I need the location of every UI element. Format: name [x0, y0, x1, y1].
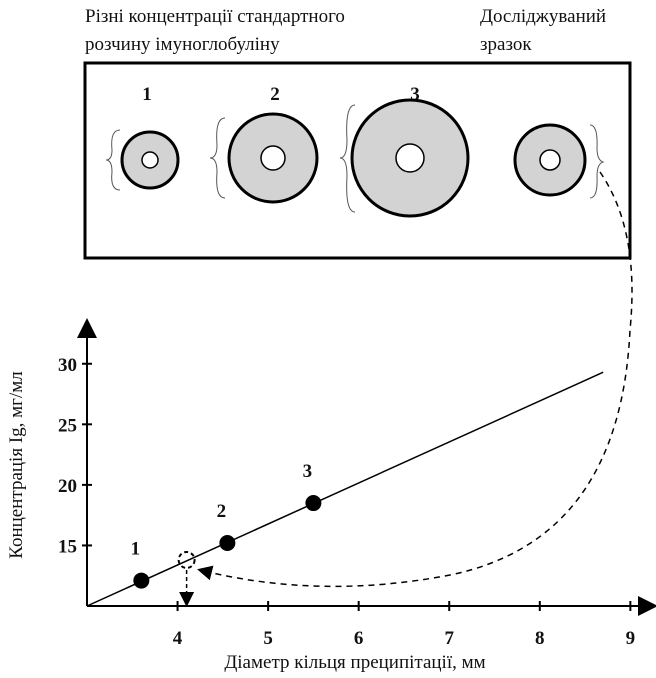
- standard-point: [133, 572, 150, 589]
- y-tick-label: 15: [58, 536, 77, 557]
- well-hole: [539, 149, 561, 171]
- x-tick-label: 7: [444, 628, 454, 649]
- y-tick-label: 25: [58, 415, 77, 436]
- standard-point: [305, 495, 322, 512]
- braces: [105, 104, 605, 213]
- x-tick-label: 5: [263, 628, 273, 649]
- y-tick-label: 20: [58, 476, 77, 497]
- sample-point: [177, 550, 196, 569]
- well-label: 2: [270, 84, 280, 105]
- x-tick-label: 9: [626, 628, 636, 649]
- y-axis-label: Концентрація Ig, мг/мл: [6, 371, 27, 559]
- brace: [105, 129, 121, 191]
- brace: [209, 117, 226, 199]
- plate: [83, 61, 632, 260]
- transfer-arrow: [197, 171, 633, 588]
- y-tick-label: 30: [58, 355, 77, 376]
- header-left-line: Різні концентрації стандартного: [85, 6, 345, 27]
- point-label: 1: [131, 539, 141, 560]
- wells: [120, 98, 587, 218]
- header-left-line: розчину імуноглобуліну: [85, 34, 280, 55]
- well-hole: [141, 151, 159, 169]
- brace: [339, 104, 356, 213]
- point-label: 3: [303, 461, 313, 482]
- well-hole: [395, 143, 425, 173]
- standard-point: [219, 535, 236, 552]
- well-label: 3: [410, 84, 420, 105]
- header-right-line: Досліджуваний: [480, 6, 606, 27]
- well-hole: [260, 145, 286, 171]
- x-tick-label: 6: [354, 628, 364, 649]
- x-axis-label: Діаметр кільця преципітації, мм: [224, 652, 485, 673]
- brace: [589, 124, 605, 199]
- x-tick-label: 4: [173, 628, 183, 649]
- x-tick-label: 8: [535, 628, 545, 649]
- point-label: 2: [217, 501, 227, 522]
- header-right-line: зразок: [480, 34, 532, 55]
- well-label: 1: [142, 84, 152, 105]
- fit-line: [86, 371, 604, 607]
